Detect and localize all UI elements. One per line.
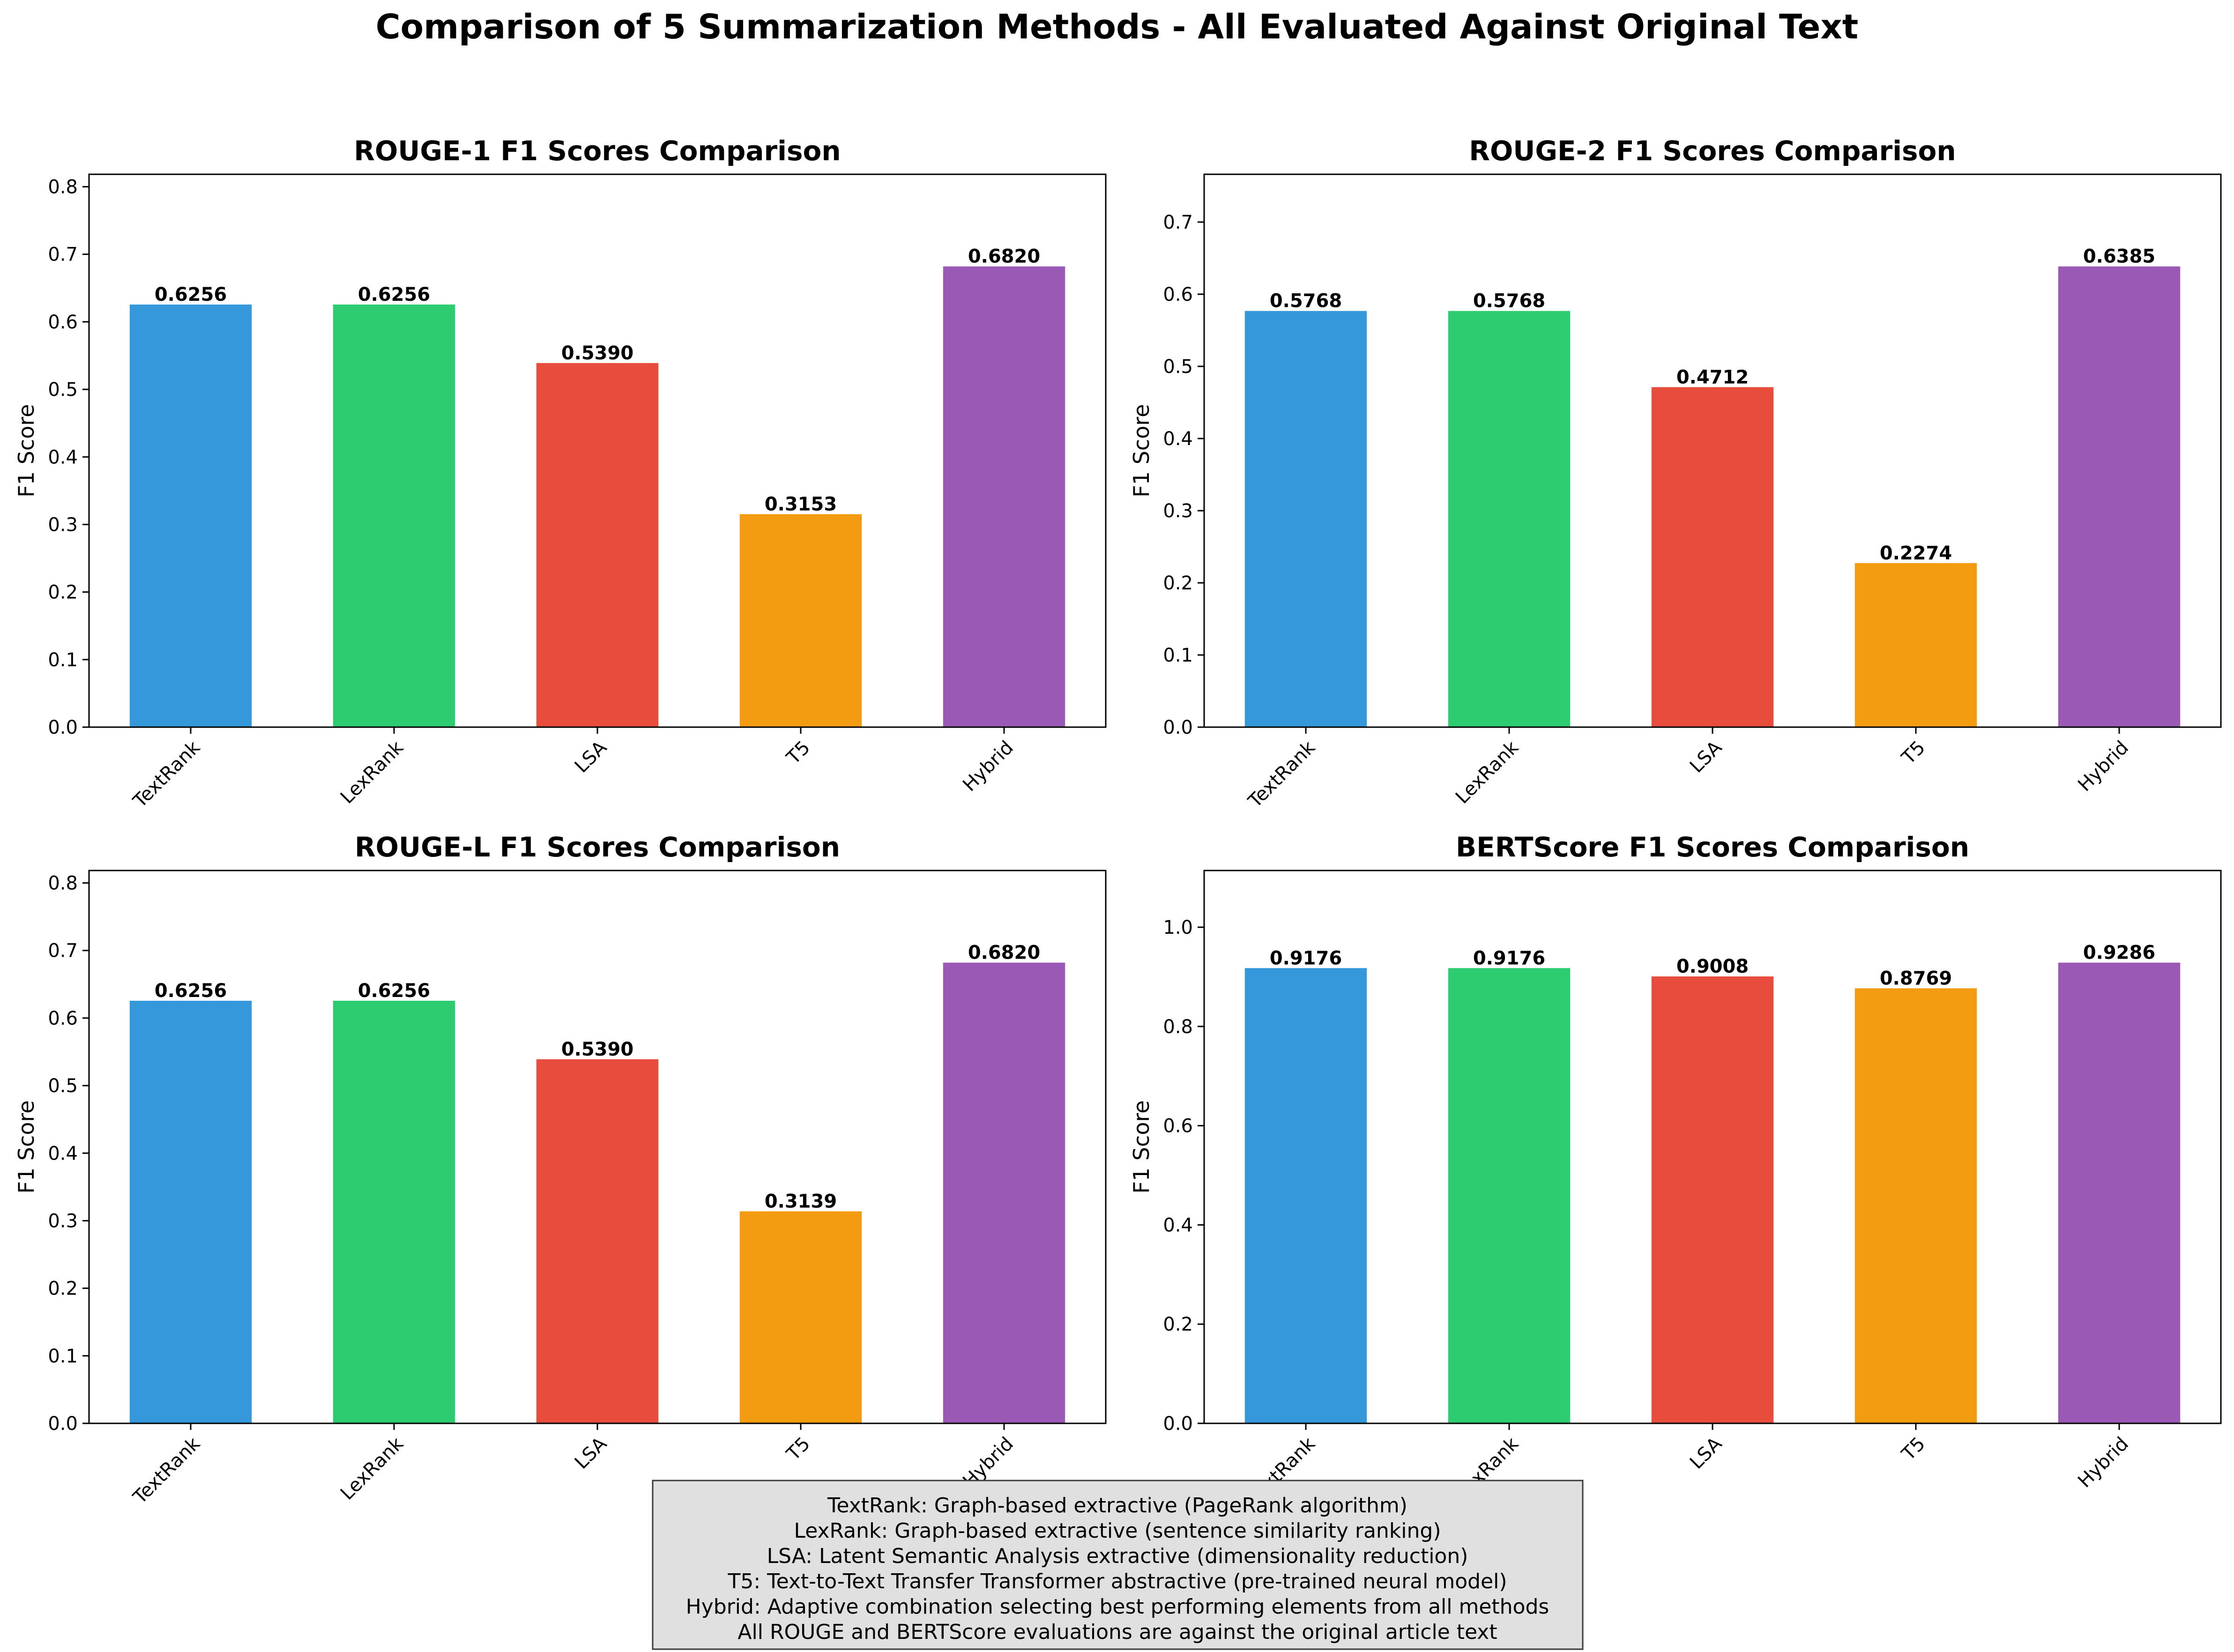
chart-panel-1: ROUGE-1 F1 Scores Comparison F1 Score 0.0 0… xyxy=(14,135,1107,812)
bar-t5 xyxy=(739,1211,862,1423)
y-tick-label: 0.7 xyxy=(48,940,78,962)
axes-frame xyxy=(88,870,1107,1424)
bar-textrank xyxy=(129,304,252,727)
y-axis-label: F1 Score xyxy=(1129,404,1154,497)
bar-value-label: 0.3153 xyxy=(765,493,837,515)
y-tick-label: 0.7 xyxy=(48,244,78,266)
y-tick-label: 0.8 xyxy=(48,873,78,894)
y-tick-label: 0.6 xyxy=(48,1008,78,1029)
y-tick-label: 0.6 xyxy=(48,312,78,333)
bar-value-label: 0.5390 xyxy=(561,342,633,364)
bar-value-label: 0.5768 xyxy=(1270,290,1342,312)
bar-hybrid xyxy=(2058,266,2181,727)
bar-lsa xyxy=(1651,387,1774,727)
bar-hybrid xyxy=(2058,962,2181,1423)
y-tick-label: 0.3 xyxy=(48,1210,78,1232)
notes-line: T5: Text-to-Text Transfer Transformer ab… xyxy=(728,1570,1507,1593)
y-tick-label: 0.5 xyxy=(48,379,78,401)
y-axis-label: F1 Score xyxy=(14,404,39,497)
y-tick-label: 0.4 xyxy=(1163,1214,1193,1236)
y-tick-label: 0.8 xyxy=(48,177,78,198)
notes-line: LSA: Latent Semantic Analysis extractive… xyxy=(767,1544,1468,1568)
y-tick-label: 0.2 xyxy=(1163,1314,1193,1335)
bar-value-label: 0.9286 xyxy=(2083,942,2155,964)
notes-line: All ROUGE and BERTScore evaluations are … xyxy=(737,1620,1497,1644)
y-tick-label: 0.6 xyxy=(1163,284,1193,305)
bar-value-label: 0.3139 xyxy=(765,1191,837,1212)
bar-textrank xyxy=(1244,968,1367,1423)
bar-value-label: 0.8769 xyxy=(1880,967,1952,989)
bar-value-label: 0.4712 xyxy=(1676,366,1749,388)
bar-value-label: 0.6256 xyxy=(155,284,227,305)
notes-line: TextRank: Graph-based extractive (PageRa… xyxy=(827,1494,1407,1518)
y-tick-label: 0.4 xyxy=(48,1143,78,1164)
bar-hybrid xyxy=(943,266,1065,727)
bar-lexrank xyxy=(333,1000,455,1423)
bar-t5 xyxy=(1854,563,1977,727)
bar-value-label: 0.2274 xyxy=(1880,543,1952,564)
chart-title: ROUGE-1 F1 Scores Comparison xyxy=(354,135,841,167)
chart-panels: ROUGE-1 F1 Scores Comparison F1 Score 0.0 0… xyxy=(14,135,2222,1509)
y-tick-label: 0.2 xyxy=(48,582,78,603)
chart-panel-2: ROUGE-2 F1 Scores Comparison F1 Score 0.0 0… xyxy=(1129,135,2222,812)
y-tick-label: 0.3 xyxy=(1163,500,1193,522)
y-tick-label: 0.0 xyxy=(1163,717,1193,738)
bar-lexrank xyxy=(1448,968,1571,1423)
bar-lexrank xyxy=(333,304,455,727)
y-tick-label: 0.0 xyxy=(1163,1413,1193,1435)
bar-lsa xyxy=(1651,976,1774,1423)
notes-line: LexRank: Graph-based extractive (sentenc… xyxy=(794,1519,1441,1543)
bar-t5 xyxy=(1854,988,1977,1423)
y-tick-label: 0.3 xyxy=(48,514,78,536)
bar-value-label: 0.6256 xyxy=(358,980,430,1002)
bar-value-label: 0.5390 xyxy=(561,1039,633,1060)
bar-textrank xyxy=(1244,311,1367,727)
bar-textrank xyxy=(129,1000,252,1423)
bar-value-label: 0.9176 xyxy=(1473,947,1545,969)
y-tick-label: 0.1 xyxy=(48,649,78,671)
y-tick-label: 0.0 xyxy=(48,717,78,738)
chart-title: ROUGE-L F1 Scores Comparison xyxy=(355,831,840,863)
y-tick-label: 0.1 xyxy=(48,1346,78,1367)
notes-lines: TextRank: Graph-based extractive (PageRa… xyxy=(686,1494,1549,1644)
bar-hybrid xyxy=(943,962,1065,1423)
bar-value-label: 0.6256 xyxy=(155,980,227,1002)
bar-lsa xyxy=(536,1059,659,1423)
y-tick-label: 0.8 xyxy=(1163,1016,1193,1038)
notes-line: Hybrid: Adaptive combination selecting b… xyxy=(686,1595,1549,1619)
bar-value-label: 0.6256 xyxy=(358,284,430,305)
y-tick-label: 0.4 xyxy=(48,446,78,468)
y-tick-label: 0.2 xyxy=(1163,573,1193,594)
chart-title: ROUGE-2 F1 Scores Comparison xyxy=(1469,135,1956,167)
y-tick-label: 0.5 xyxy=(48,1075,78,1097)
y-tick-label: 0.2 xyxy=(48,1278,78,1300)
chart-title: BERTScore F1 Scores Comparison xyxy=(1456,831,1969,863)
y-tick-label: 0.6 xyxy=(1163,1116,1193,1137)
bar-value-label: 0.6385 xyxy=(2083,246,2155,268)
bar-value-label: 0.9176 xyxy=(1270,947,1342,969)
axes-frame xyxy=(1203,173,2222,728)
bar-value-label: 0.6820 xyxy=(968,942,1040,964)
y-tick-label: 1.0 xyxy=(1163,917,1193,938)
y-axis-label: F1 Score xyxy=(14,1100,39,1193)
bar-value-label: 0.5768 xyxy=(1473,290,1545,312)
y-tick-label: 0.0 xyxy=(48,1413,78,1435)
y-axis-label: F1 Score xyxy=(1129,1100,1154,1193)
notes-box-background xyxy=(652,1480,1584,1650)
y-tick-label: 0.5 xyxy=(1163,356,1193,378)
axes-frame xyxy=(88,173,1107,728)
bar-value-label: 0.9008 xyxy=(1676,956,1749,977)
chart-panel-4: BERTScore F1 Scores Comparison F1 Score 0.… xyxy=(1129,831,2222,1509)
methods-notes-box: TextRank: Graph-based extractive (PageRa… xyxy=(652,1480,1584,1650)
bar-t5 xyxy=(739,514,862,727)
bar-lexrank xyxy=(1448,311,1571,727)
y-tick-label: 0.4 xyxy=(1163,428,1193,450)
y-tick-label: 0.1 xyxy=(1163,645,1193,666)
bar-value-label: 0.6820 xyxy=(968,246,1040,268)
bar-lsa xyxy=(536,363,659,727)
y-tick-label: 0.7 xyxy=(1163,212,1193,233)
axes-frame xyxy=(1203,870,2222,1424)
figure-title: Comparison of 5 Summarization Methods - … xyxy=(376,7,1858,46)
